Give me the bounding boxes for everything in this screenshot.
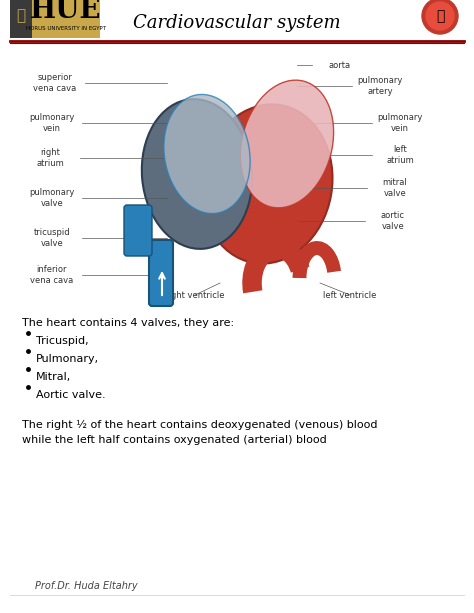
Text: Mitral,: Mitral, <box>36 372 71 382</box>
Text: HUE: HUE <box>30 0 102 23</box>
Text: superior
vena cava: superior vena cava <box>33 74 77 93</box>
Ellipse shape <box>164 94 250 213</box>
Text: pulmonary
vein: pulmonary vein <box>29 113 75 132</box>
Text: pulmonary
valve: pulmonary valve <box>29 188 75 208</box>
Ellipse shape <box>201 104 332 264</box>
Circle shape <box>426 2 454 30</box>
FancyBboxPatch shape <box>149 240 173 306</box>
Text: aortic
valve: aortic valve <box>381 211 405 230</box>
Ellipse shape <box>240 80 334 208</box>
Text: 𓂀: 𓂀 <box>17 8 26 23</box>
Ellipse shape <box>142 99 252 249</box>
Text: Tricuspid,: Tricuspid, <box>36 336 89 346</box>
Text: pulmonary
artery: pulmonary artery <box>357 76 403 96</box>
Text: right ventricle: right ventricle <box>165 291 225 300</box>
Text: 🦅: 🦅 <box>436 9 444 23</box>
FancyBboxPatch shape <box>10 0 100 38</box>
FancyBboxPatch shape <box>124 205 152 256</box>
Circle shape <box>422 0 458 34</box>
FancyBboxPatch shape <box>10 0 32 38</box>
Text: HORUS UNIVERSITY IN EGYPT: HORUS UNIVERSITY IN EGYPT <box>26 26 106 31</box>
Text: left
atrium: left atrium <box>386 145 414 165</box>
Text: The heart contains 4 valves, they are:: The heart contains 4 valves, they are: <box>22 318 234 328</box>
Text: tricuspid
valve: tricuspid valve <box>34 228 70 248</box>
Text: pulmonary
vein: pulmonary vein <box>377 113 423 132</box>
Text: The right ½ of the heart contains deoxygenated (venous) blood
while the left hal: The right ½ of the heart contains deoxyg… <box>22 420 377 445</box>
Text: Prof.Dr. Huda Eltahry: Prof.Dr. Huda Eltahry <box>35 581 137 591</box>
Text: inferior
vena cava: inferior vena cava <box>30 265 73 284</box>
Text: Cardiovascular system: Cardiovascular system <box>133 14 341 32</box>
Text: left ventricle: left ventricle <box>323 291 377 300</box>
Text: Aortic valve.: Aortic valve. <box>36 390 106 400</box>
Text: aorta: aorta <box>329 61 351 69</box>
Text: Pulmonary,: Pulmonary, <box>36 354 99 364</box>
Text: right
atrium: right atrium <box>36 148 64 168</box>
Text: mitral
valve: mitral valve <box>383 178 407 198</box>
